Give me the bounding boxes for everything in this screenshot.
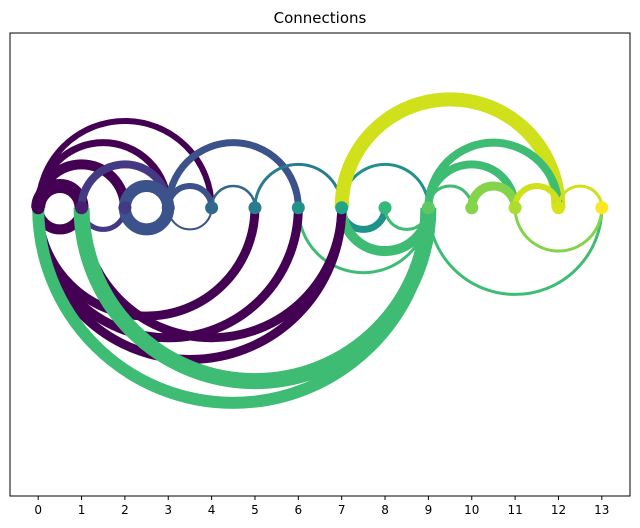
x-tick-label-8: 8 — [381, 503, 389, 517]
node-4 — [205, 201, 219, 215]
x-tick-label-7: 7 — [338, 503, 346, 517]
x-tick-label-0: 0 — [34, 503, 42, 517]
arc-above-4-5 — [210, 184, 257, 208]
node-7 — [335, 201, 349, 215]
x-tick-label-4: 4 — [208, 503, 216, 517]
x-axis: 0 1 2 3 4 5 6 7 8 9 10 11 12 13 — [34, 496, 609, 517]
node-9 — [421, 201, 435, 215]
arc-below-3-4 — [167, 207, 213, 231]
node-10 — [465, 201, 479, 215]
node-12 — [551, 201, 565, 215]
arc-above-7-12 — [334, 92, 566, 208]
chart-title: Connections — [274, 9, 367, 27]
arc-below-9-13 — [426, 207, 604, 296]
x-tick-label-12: 12 — [551, 503, 566, 517]
node-11 — [508, 201, 522, 215]
x-tick-label-1: 1 — [78, 503, 86, 517]
node-1 — [75, 201, 89, 215]
node-0 — [31, 201, 45, 215]
node-2 — [118, 201, 132, 215]
arc-above-2-3 — [118, 180, 175, 209]
plot-frame — [9, 32, 631, 497]
arcs-layer — [31, 92, 604, 409]
arc-above-10-11 — [467, 181, 520, 209]
arc-above-3-6 — [164, 139, 302, 208]
arc-above-0-4 — [35, 118, 215, 208]
arc-above-3-4 — [165, 183, 215, 208]
x-tick-label-9: 9 — [425, 503, 433, 517]
arc-above-9-12 — [424, 138, 563, 208]
node-6 — [291, 201, 305, 215]
node-3 — [161, 201, 175, 215]
x-tick-label-5: 5 — [251, 503, 259, 517]
x-tick-label-13: 13 — [594, 503, 609, 517]
arc-below-0-9 — [32, 207, 435, 409]
arc-above-11-12 — [512, 183, 562, 208]
node-13 — [595, 201, 609, 215]
x-tick-label-6: 6 — [295, 503, 303, 517]
x-tick-label-3: 3 — [164, 503, 172, 517]
node-5 — [248, 201, 262, 215]
x-tick-label-11: 11 — [507, 503, 522, 517]
node-8 — [378, 201, 392, 215]
arc-above-12-13 — [556, 184, 604, 208]
x-tick-label-10: 10 — [464, 503, 479, 517]
x-tick-label-2: 2 — [121, 503, 129, 517]
arc-below-2-3 — [118, 207, 175, 236]
nodes-layer — [31, 201, 609, 215]
arc-below-11-13 — [513, 207, 604, 253]
